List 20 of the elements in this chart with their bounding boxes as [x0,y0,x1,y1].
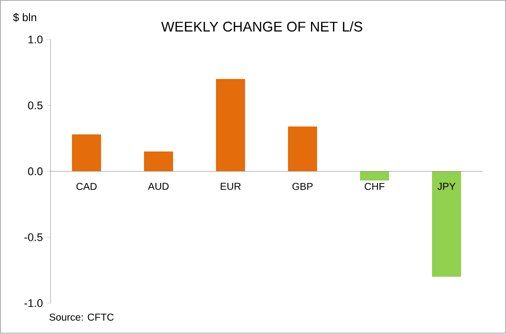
chart-title: WEEKLY CHANGE OF NET L/S [161,22,362,32]
x-tick-label: JPY [438,183,456,190]
x-tick-label: CAD [76,183,97,190]
x-tick-label: CHF [364,183,384,190]
bar [432,172,462,277]
bar [72,134,102,172]
source-note: Source: CFTC [50,314,114,321]
y-tick-label: 1.0 [28,36,43,44]
y-tick-label: 0.5 [28,102,42,110]
x-tick-label: GBP [292,183,313,190]
x-tick-label: EUR [220,183,241,190]
bar [288,126,318,172]
y-tick-label: -1.0 [24,299,43,308]
bar [360,172,390,181]
bar [216,79,246,172]
y-axis-title: $ bln [13,13,36,22]
y-tick-label: -0.5 [24,234,42,242]
x-tick-label: AUD [148,183,169,190]
bar [144,152,174,172]
y-tick-label: 0.0 [28,168,43,176]
